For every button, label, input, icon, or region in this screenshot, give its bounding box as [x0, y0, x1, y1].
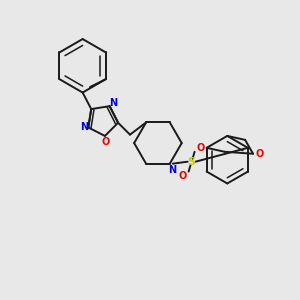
Text: N: N — [80, 122, 88, 133]
Text: O: O — [102, 137, 110, 147]
Text: O: O — [256, 149, 264, 159]
Text: N: N — [168, 165, 176, 175]
Text: O: O — [196, 143, 205, 153]
Text: N: N — [110, 98, 118, 108]
Text: O: O — [178, 170, 187, 181]
Text: S: S — [188, 157, 196, 167]
